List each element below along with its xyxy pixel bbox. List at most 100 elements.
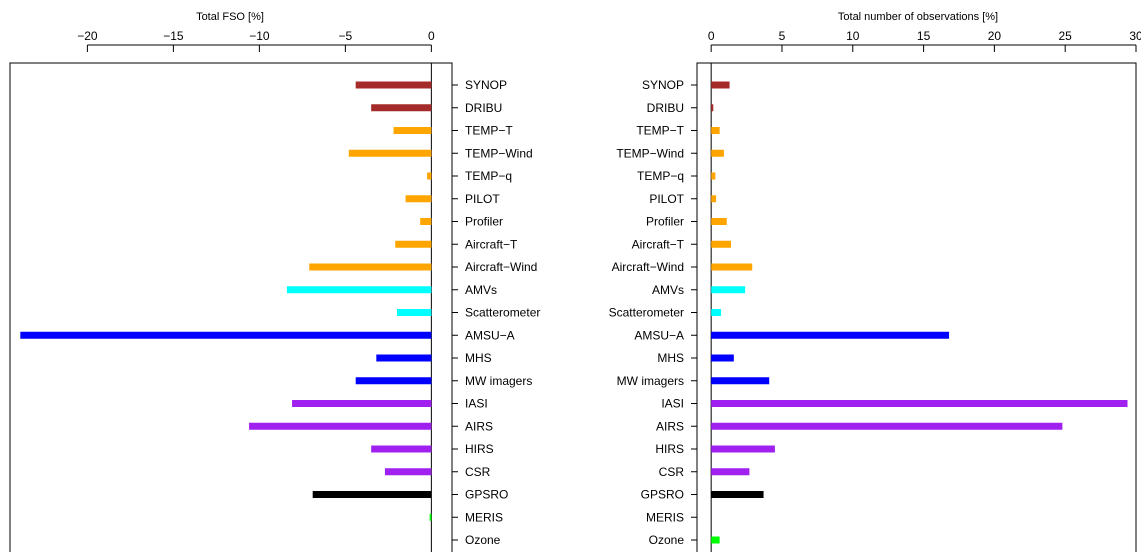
left-bar-mw-imagers (355, 377, 432, 385)
right-category-label: MHS (657, 351, 684, 365)
left-category-label: MW imagers (465, 374, 532, 388)
left-category-label: MERIS (465, 510, 503, 524)
right-category-label: Aircraft−Wind (612, 260, 684, 274)
right-bar-iasi (711, 400, 1128, 407)
panel-total-fso: Total FSO [%] −20 −15 −10 −5 0 SYNOP DRIBU TEMP… (9, 11, 540, 552)
left-bar-airs (249, 422, 432, 430)
left-x-tick-label: −15 (163, 29, 184, 43)
left-bar-scatterometer (396, 309, 432, 316)
left-category-label: AMVs (465, 283, 497, 297)
left-chart-title: Total FSO [%] (196, 11, 264, 23)
right-bar-temp-q (711, 172, 716, 180)
left-category-label: TEMP−q (465, 169, 512, 183)
right-bar-pilot (711, 195, 717, 203)
left-category-label: AIRS (465, 419, 493, 433)
left-x-tick-label: 0 (428, 29, 435, 43)
right-bar-ozone (711, 536, 720, 544)
right-category-label: SYNOP (642, 78, 684, 92)
left-category-label: Scatterometer (465, 306, 540, 320)
left-bar-pilot (405, 195, 432, 203)
right-chart-title: Total number of observations [%] (838, 11, 998, 23)
right-category-label: AIRS (656, 419, 684, 433)
left-category-label: Aircraft−Wind (465, 260, 537, 274)
left-bar-csr (384, 468, 432, 476)
right-x-tick-label: 15 (917, 29, 931, 43)
right-category-label: AMSU−A (634, 328, 684, 342)
left-bar-temp-t (393, 127, 432, 134)
left-bar-mhs (376, 354, 432, 362)
left-category-label: HIRS (465, 442, 494, 456)
right-category-label: CSR (659, 465, 685, 479)
right-category-label: HIRS (655, 442, 684, 456)
left-bar-dribu (371, 104, 432, 112)
right-category-label: Ozone (649, 533, 685, 547)
left-category-label: MHS (465, 351, 492, 365)
left-bar-synop (355, 81, 432, 89)
left-x-tick-label: −5 (339, 29, 353, 43)
right-category-label: MW imagers (617, 374, 684, 388)
left-bar-temp-q (427, 172, 432, 180)
right-plot-frame (696, 62, 1137, 552)
left-category-label: Ozone (465, 533, 501, 547)
left-category-label: IASI (465, 397, 488, 411)
right-bar-aircraft-t (711, 240, 731, 248)
right-bar-gpsro (711, 491, 764, 498)
right-bar-csr (711, 468, 750, 476)
right-bar-temp-t (711, 127, 720, 134)
right-bar-scatterometer (711, 309, 722, 316)
right-bar-temp-wind (711, 149, 724, 157)
right-category-label: PILOT (649, 192, 684, 206)
left-bar-amvs (286, 286, 432, 294)
left-category-label: CSR (465, 465, 491, 479)
left-bar-aircraft-wind (309, 263, 432, 271)
left-bar-iasi (292, 400, 432, 407)
left-category-label: Profiler (465, 215, 503, 229)
right-x-tick-label: 20 (988, 29, 1002, 43)
right-category-label: TEMP−Wind (616, 146, 684, 160)
right-x-tick-label: 25 (1059, 29, 1073, 43)
left-bar-amsu-a (20, 331, 432, 339)
right-bar-airs (711, 422, 1063, 430)
right-x-tick-label: 10 (846, 29, 860, 43)
left-category-label: AMSU−A (465, 328, 515, 342)
left-bar-gpsro (312, 491, 432, 498)
right-category-label: AMVs (652, 283, 684, 297)
right-bar-aircraft-wind (711, 263, 753, 271)
left-bar-temp-wind (348, 149, 432, 157)
right-bar-mw-imagers (711, 377, 770, 385)
left-bar-profiler (420, 218, 432, 225)
right-category-label: Profiler (646, 215, 684, 229)
left-category-label: Aircraft−T (465, 237, 518, 251)
right-category-label: GPSRO (641, 488, 684, 502)
right-category-label: MERIS (646, 510, 684, 524)
left-bar-hirs (371, 445, 432, 453)
left-category-label: TEMP−T (465, 124, 513, 138)
right-category-label: IASI (661, 397, 684, 411)
right-bar-mhs (711, 354, 734, 362)
right-bar-amvs (711, 286, 746, 294)
right-bar-dribu (711, 104, 714, 112)
right-x-tick-label: 30 (1129, 29, 1141, 43)
left-category-label: PILOT (465, 192, 500, 206)
right-category-label: TEMP−T (636, 124, 684, 138)
left-category-label: SYNOP (465, 78, 507, 92)
right-bar-amsu-a (711, 331, 950, 339)
right-category-label: TEMP−q (637, 169, 684, 183)
left-bar-aircraft-t (395, 240, 432, 248)
right-category-label: Aircraft−T (632, 237, 685, 251)
right-x-tick-label: 5 (779, 29, 786, 43)
left-x-tick-label: −10 (249, 29, 270, 43)
right-category-label: Scatterometer (609, 306, 684, 320)
left-category-label: TEMP−Wind (465, 146, 533, 160)
right-bar-synop (711, 81, 730, 89)
right-x-tick-label: 0 (708, 29, 715, 43)
left-plot-frame (9, 62, 453, 552)
panel-total-observations: Total number of observations [%] 0 5 10 15 2… (609, 11, 1141, 552)
left-bar-meris (429, 513, 432, 521)
right-category-label: DRIBU (647, 101, 684, 115)
right-bar-hirs (711, 445, 775, 453)
right-bar-profiler (711, 218, 727, 225)
left-category-label: GPSRO (465, 488, 508, 502)
